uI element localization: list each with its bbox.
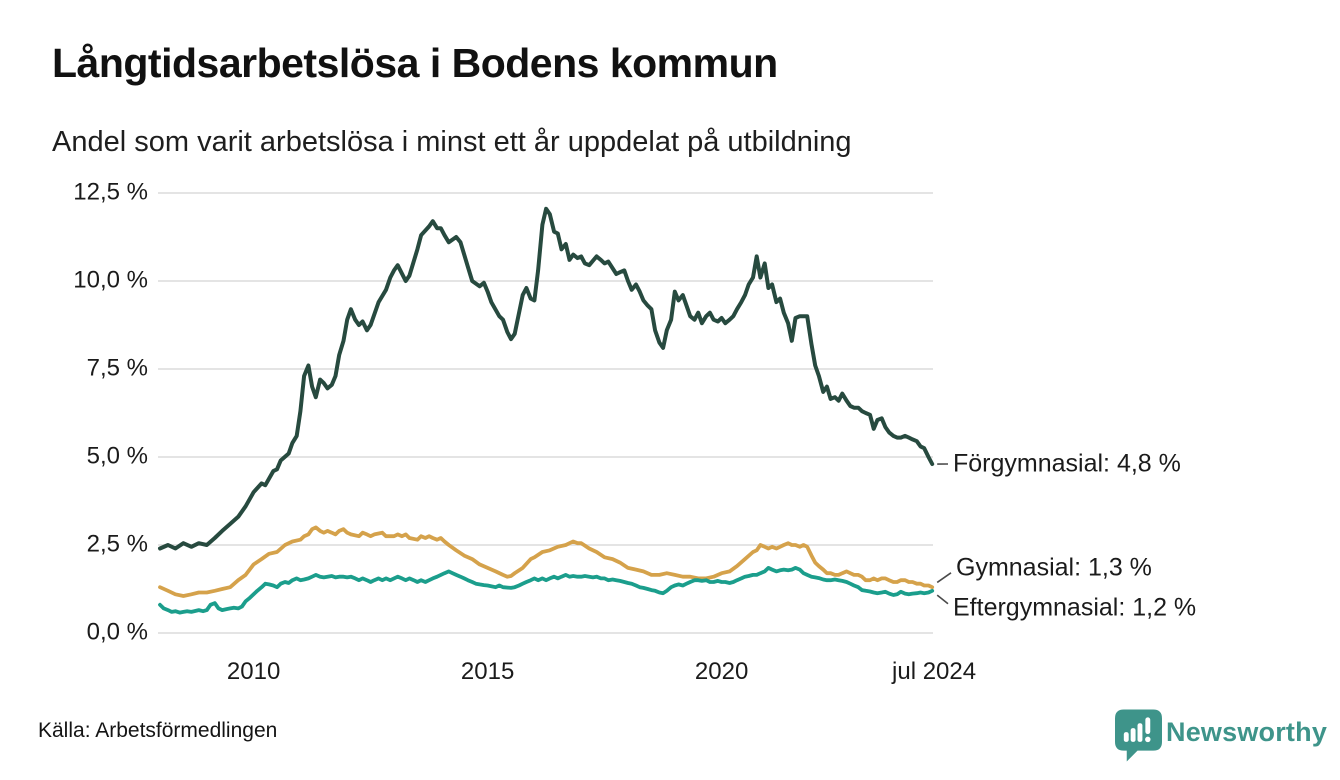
x-axis-tick-label: 2010 [226,658,281,685]
series-line-förgymnasial [158,206,935,551]
newsworthy-logo-icon [1115,709,1162,762]
source-note: Källa: Arbetsförmedlingen [38,719,278,742]
page-title: Långtidsarbetslösa i Bodens kommun [52,40,778,86]
x-axis-tick-label: jul 2024 [892,658,977,685]
y-axis-tick-label: 12,5 % [73,178,148,206]
bar-2 [1130,728,1136,742]
exclamation-bar [1145,717,1151,735]
series-end-label-eftergymnasial: Eftergymnasial: 1,2 % [953,593,1197,622]
series-end-label-forgymnasial: Förgymnasial: 4,8 % [953,449,1181,478]
newsworthy-wordmark: Newsworthy [1166,717,1328,747]
label-connector [936,594,949,605]
y-axis-tick-label: 5,0 % [86,442,148,470]
bar-1 [1123,732,1129,742]
x-axis-tick-label: 2020 [694,658,749,685]
y-axis-tick-label: 10,0 % [73,266,148,294]
y-axis-tick-label: 7,5 % [86,354,148,382]
series-line-gymnasial [158,525,935,598]
exclamation-dot [1145,736,1151,743]
series-end-label-gymnasial: Gymnasial: 1,3 % [956,553,1152,582]
x-axis-tick-label: 2015 [460,658,515,685]
y-axis-tick-label: 2,5 % [86,530,148,558]
label-connector [936,572,952,584]
chart-subtitle: Andel som varit arbetslösa i minst ett å… [52,126,852,158]
series-line-eftergymnasial [158,566,935,615]
bar-3 [1137,723,1143,742]
y-axis-tick-label: 0,0 % [86,618,148,646]
